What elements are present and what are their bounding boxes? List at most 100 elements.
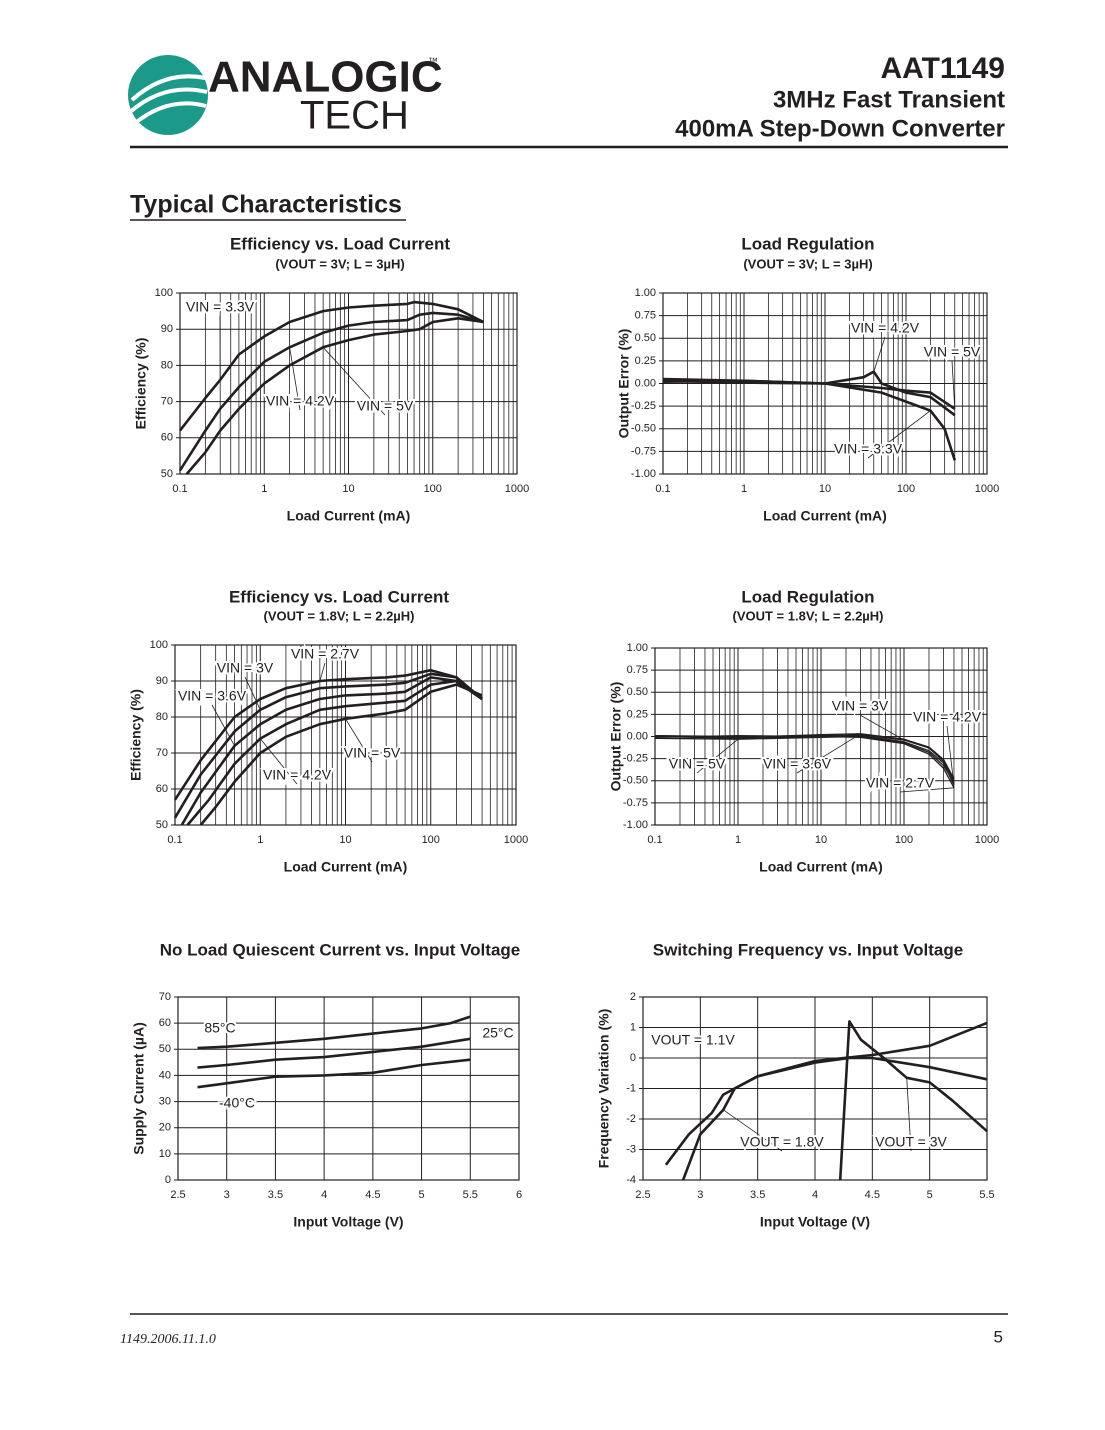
y-axis-label: Efficiency (%)	[133, 338, 149, 430]
x-tick-label: 0.1	[167, 834, 182, 846]
series-label: VIN = 5V	[669, 756, 726, 772]
y-tick-label: 50	[159, 1043, 171, 1055]
chart-subtitle: (VOUT = 1.8V; L = 2.2µH)	[732, 608, 883, 623]
y-axis-label: Output Error (%)	[616, 329, 632, 439]
series-line	[654, 734, 955, 782]
series-line	[173, 672, 483, 819]
x-tick-label: 1000	[975, 483, 999, 495]
chart-subtitle: (VOUT = 3V; L = 3µH)	[743, 256, 872, 271]
x-tick-label: 1	[257, 834, 263, 846]
leader-line	[289, 347, 301, 411]
y-tick-label: 50	[156, 819, 168, 831]
series-line	[178, 300, 485, 432]
chart-title: Load Regulation	[741, 234, 874, 253]
series-label: VIN = 2.7V	[291, 646, 360, 662]
y-tick-label: 0.25	[635, 355, 656, 367]
chart: Efficiency vs. Load Current (VOUT = 1.8V;…	[128, 587, 529, 874]
series-line	[180, 676, 483, 826]
series-line	[838, 1020, 988, 1181]
series-label: VIN = 5V	[924, 344, 981, 360]
plot-frame	[662, 292, 988, 475]
y-tick-label: 0	[630, 1052, 636, 1064]
x-tick-label: 100	[895, 834, 913, 846]
y-axis-label: Output Error (%)	[608, 682, 624, 792]
x-tick-label: 1	[741, 483, 747, 495]
y-tick-label: -0.50	[623, 775, 648, 787]
x-tick-label: 5	[419, 1189, 425, 1201]
series-line	[662, 370, 956, 417]
x-axis-label: Input Voltage (V)	[760, 1214, 870, 1230]
leader-line	[906, 1077, 912, 1152]
chart: Switching Frequency vs. Input Voltage 2.5…	[596, 940, 995, 1229]
x-tick-label: 1000	[504, 834, 528, 846]
y-tick-label: 60	[156, 783, 168, 795]
y-tick-label: -4	[626, 1174, 636, 1186]
y-tick-label: 40	[159, 1069, 171, 1081]
series-line	[662, 377, 956, 410]
leader-line	[211, 704, 235, 746]
series-label: VIN = 4.2V	[913, 709, 982, 725]
x-tick-label: 3.5	[750, 1189, 765, 1201]
x-tick-label: 1	[735, 834, 741, 846]
x-tick-label: 0.1	[172, 483, 187, 495]
chart-title: Switching Frequency vs. Input Voltage	[653, 940, 963, 959]
x-tick-label: 4.5	[865, 1189, 880, 1201]
leader-line	[899, 787, 955, 793]
page-number: 5	[994, 1327, 1003, 1346]
y-tick-label: -0.75	[631, 445, 656, 457]
chart: Load Regulation (VOUT = 1.8V; L = 2.2µH) 0…	[608, 587, 1000, 874]
x-tick-label: 1000	[975, 834, 999, 846]
y-tick-label: 1	[630, 1021, 636, 1033]
series-label: VIN = 4.2V	[266, 393, 335, 409]
leader-line	[322, 347, 386, 416]
series-line	[178, 311, 484, 472]
series-line	[186, 679, 483, 826]
series-label: VIN = 3.3V	[834, 441, 903, 457]
y-tick-label: -0.25	[623, 753, 648, 765]
x-tick-label: 0.1	[655, 483, 670, 495]
y-axis-label: Frequency Variation (%)	[596, 1009, 612, 1168]
series-label: VOUT = 1.8V	[740, 1134, 824, 1150]
y-tick-label: 100	[155, 287, 173, 299]
series-label: VIN = 3.3V	[186, 299, 255, 315]
header-line: 3MHz Fast Transient	[773, 86, 1005, 113]
series-line	[662, 379, 957, 461]
x-tick-label: 4	[812, 1189, 818, 1201]
y-tick-label: 70	[159, 991, 171, 1003]
part-number: AAT1149	[880, 52, 1005, 85]
x-tick-label: 10	[342, 483, 354, 495]
series-label: VIN = 4.2V	[263, 767, 332, 783]
y-tick-label: 1.00	[627, 642, 648, 654]
y-tick-label: 90	[161, 323, 173, 335]
section-title: Typical Characteristics	[130, 191, 402, 219]
series-label: VIN = 4.2V	[851, 320, 920, 336]
series-line	[197, 1037, 471, 1069]
y-tick-label: 0.25	[627, 708, 648, 720]
doc-id: 1149.2006.11.1.0	[120, 1332, 216, 1347]
y-tick-label: 10	[159, 1148, 171, 1160]
y-tick-label: 0	[165, 1174, 171, 1186]
x-tick-label: 1000	[505, 483, 529, 495]
plot-frame	[179, 292, 518, 475]
leader-line	[951, 360, 956, 409]
y-tick-label: -3	[626, 1143, 636, 1155]
series-label: VIN = 3.6V	[763, 756, 832, 772]
series-label: 85°C	[204, 1020, 235, 1036]
y-tick-label: -0.25	[631, 400, 656, 412]
series-label: VOUT = 3V	[875, 1134, 947, 1150]
series-line	[654, 733, 955, 780]
y-tick-label: 90	[156, 675, 168, 687]
series-line	[197, 1015, 471, 1050]
series-label: VIN = 5V	[357, 398, 414, 414]
plot-frame	[177, 996, 520, 1181]
x-tick-label: 10	[815, 834, 827, 846]
leader-line	[345, 718, 373, 763]
x-tick-label: 4.5	[365, 1189, 380, 1201]
x-axis-label: Load Current (mA)	[759, 859, 883, 875]
series-line	[173, 668, 483, 801]
y-axis-label: Supply Current (µA)	[131, 1022, 147, 1155]
leader-line	[723, 1109, 783, 1152]
x-tick-label: 4	[321, 1189, 327, 1201]
x-tick-label: 10	[339, 834, 351, 846]
